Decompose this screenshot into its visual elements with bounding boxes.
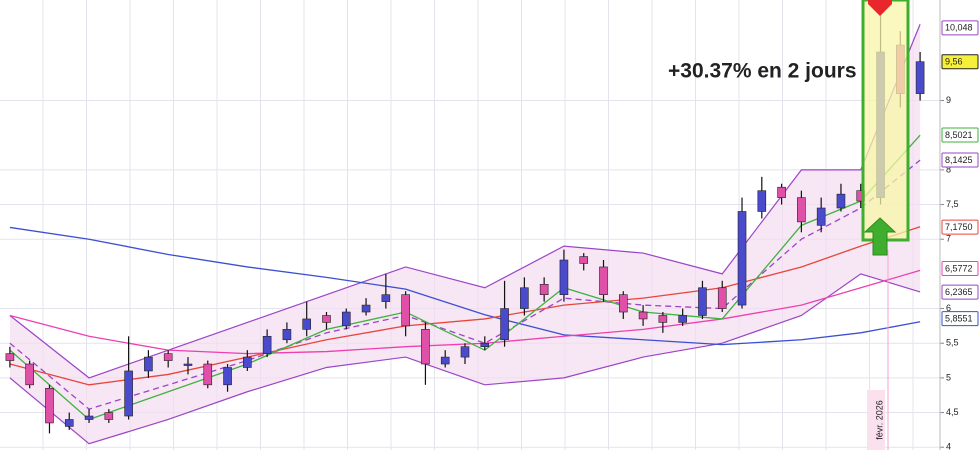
candle-body bbox=[84, 415, 94, 420]
candle-body bbox=[25, 363, 34, 386]
date-label-bg bbox=[867, 390, 885, 450]
y-tick-label: 4 bbox=[946, 442, 951, 450]
candle-body bbox=[223, 367, 232, 386]
candle-body bbox=[638, 311, 648, 320]
candle-body bbox=[64, 419, 74, 427]
candle-body bbox=[559, 259, 569, 295]
y-tick-label: 7 bbox=[946, 234, 951, 244]
candle-body bbox=[163, 353, 173, 361]
price-badge bbox=[941, 152, 979, 168]
y-tick-label: 7,5 bbox=[946, 199, 959, 209]
candle-body bbox=[104, 412, 114, 420]
candle-body bbox=[915, 61, 925, 94]
y-tick-label: 5 bbox=[946, 372, 951, 382]
price-badge-label: 10,048 bbox=[945, 23, 973, 33]
highlight-box bbox=[861, 0, 910, 242]
moving-average bbox=[9, 159, 921, 410]
price-badge bbox=[941, 284, 979, 300]
y-tick-label: 5,5 bbox=[946, 338, 959, 348]
candle-body bbox=[322, 315, 331, 323]
price-badge-label: 6,5772 bbox=[945, 263, 973, 273]
candle-body bbox=[500, 308, 509, 341]
down-arrow bbox=[868, 0, 892, 16]
candle-body bbox=[480, 342, 490, 347]
candle-body bbox=[262, 335, 272, 354]
candle-body bbox=[539, 283, 549, 295]
candle-body bbox=[401, 294, 410, 327]
candle-body bbox=[618, 294, 628, 313]
candle-body bbox=[698, 287, 707, 316]
price-badge-label: 7,1750 bbox=[945, 222, 973, 232]
y-tick-label: 6 bbox=[946, 303, 951, 313]
candle-body bbox=[282, 329, 292, 341]
candle-body bbox=[124, 370, 133, 417]
candle-body bbox=[717, 287, 727, 309]
candle-body bbox=[816, 207, 826, 226]
price-badge bbox=[941, 219, 979, 235]
candle-body bbox=[460, 346, 470, 358]
candle-body bbox=[203, 363, 213, 386]
price-badge bbox=[941, 311, 979, 327]
candle-body bbox=[421, 329, 430, 365]
price-badge bbox=[941, 127, 979, 143]
y-tick-label: 8 bbox=[946, 164, 951, 174]
candle-body bbox=[737, 211, 747, 306]
up-arrow bbox=[863, 217, 897, 256]
candle-body bbox=[520, 287, 529, 309]
candle-body bbox=[440, 356, 450, 365]
price-badge bbox=[941, 20, 979, 36]
moving-average bbox=[9, 226, 921, 346]
candle-body bbox=[243, 356, 252, 368]
price-badge-label: 8,1425 bbox=[945, 155, 973, 165]
candle-body bbox=[599, 266, 608, 295]
candle-body bbox=[836, 193, 846, 209]
price-badge-label: 5,8551 bbox=[945, 313, 973, 323]
price-badge-label: 6,2365 bbox=[945, 287, 973, 297]
candle-body bbox=[658, 315, 668, 323]
candle-body bbox=[341, 311, 351, 327]
candle-body bbox=[361, 304, 371, 313]
moving-average bbox=[9, 226, 921, 386]
candle-body bbox=[579, 256, 589, 264]
candle-body bbox=[183, 363, 193, 366]
candle-body bbox=[797, 197, 806, 223]
candle-body bbox=[381, 294, 391, 302]
candle-body bbox=[5, 353, 15, 361]
date-label: févr. 2026 bbox=[874, 400, 884, 440]
candle-body bbox=[757, 190, 767, 212]
price-badge-label: 8,5021 bbox=[945, 130, 973, 140]
band-fill bbox=[9, 24, 921, 444]
price-badge-label: 9,56 bbox=[945, 57, 963, 67]
candle-body bbox=[144, 356, 153, 372]
candle-body bbox=[45, 387, 54, 424]
band-lower bbox=[9, 273, 921, 445]
y-tick-label: 9 bbox=[946, 95, 951, 105]
candle-body bbox=[302, 318, 312, 330]
candle-body bbox=[777, 186, 786, 198]
price-badge bbox=[941, 261, 979, 277]
annotation: +30.37% en 2 jours bbox=[668, 60, 857, 83]
price-badge bbox=[941, 54, 979, 70]
y-tick-label: 4,5 bbox=[946, 407, 959, 417]
candle-body bbox=[678, 315, 687, 323]
